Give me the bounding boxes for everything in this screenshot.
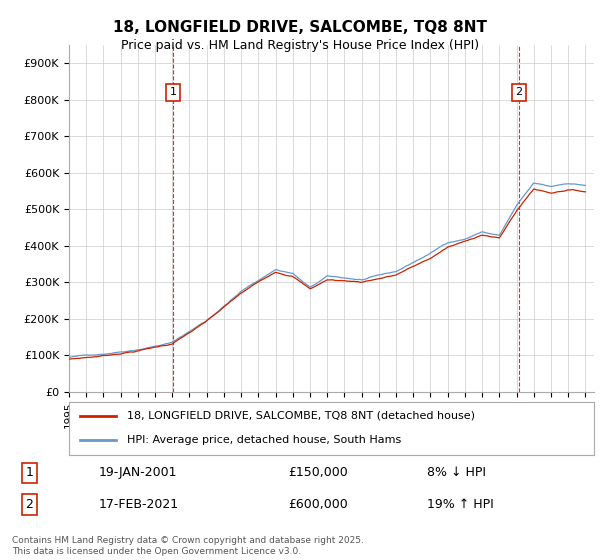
Text: £150,000: £150,000 bbox=[289, 466, 348, 479]
Text: 2: 2 bbox=[25, 498, 33, 511]
Text: 1: 1 bbox=[170, 87, 176, 97]
Text: 2: 2 bbox=[515, 87, 522, 97]
Text: 18, LONGFIELD DRIVE, SALCOMBE, TQ8 8NT (detached house): 18, LONGFIELD DRIVE, SALCOMBE, TQ8 8NT (… bbox=[127, 411, 475, 421]
Text: 19% ↑ HPI: 19% ↑ HPI bbox=[427, 498, 493, 511]
Text: £600,000: £600,000 bbox=[289, 498, 348, 511]
Text: Contains HM Land Registry data © Crown copyright and database right 2025.
This d: Contains HM Land Registry data © Crown c… bbox=[12, 536, 364, 556]
Text: 19-JAN-2001: 19-JAN-2001 bbox=[98, 466, 177, 479]
Text: 17-FEB-2021: 17-FEB-2021 bbox=[98, 498, 179, 511]
Text: 8% ↓ HPI: 8% ↓ HPI bbox=[427, 466, 486, 479]
Text: 18, LONGFIELD DRIVE, SALCOMBE, TQ8 8NT: 18, LONGFIELD DRIVE, SALCOMBE, TQ8 8NT bbox=[113, 20, 487, 35]
Text: Price paid vs. HM Land Registry's House Price Index (HPI): Price paid vs. HM Land Registry's House … bbox=[121, 39, 479, 52]
Text: HPI: Average price, detached house, South Hams: HPI: Average price, detached house, Sout… bbox=[127, 435, 401, 445]
Text: 1: 1 bbox=[25, 466, 33, 479]
